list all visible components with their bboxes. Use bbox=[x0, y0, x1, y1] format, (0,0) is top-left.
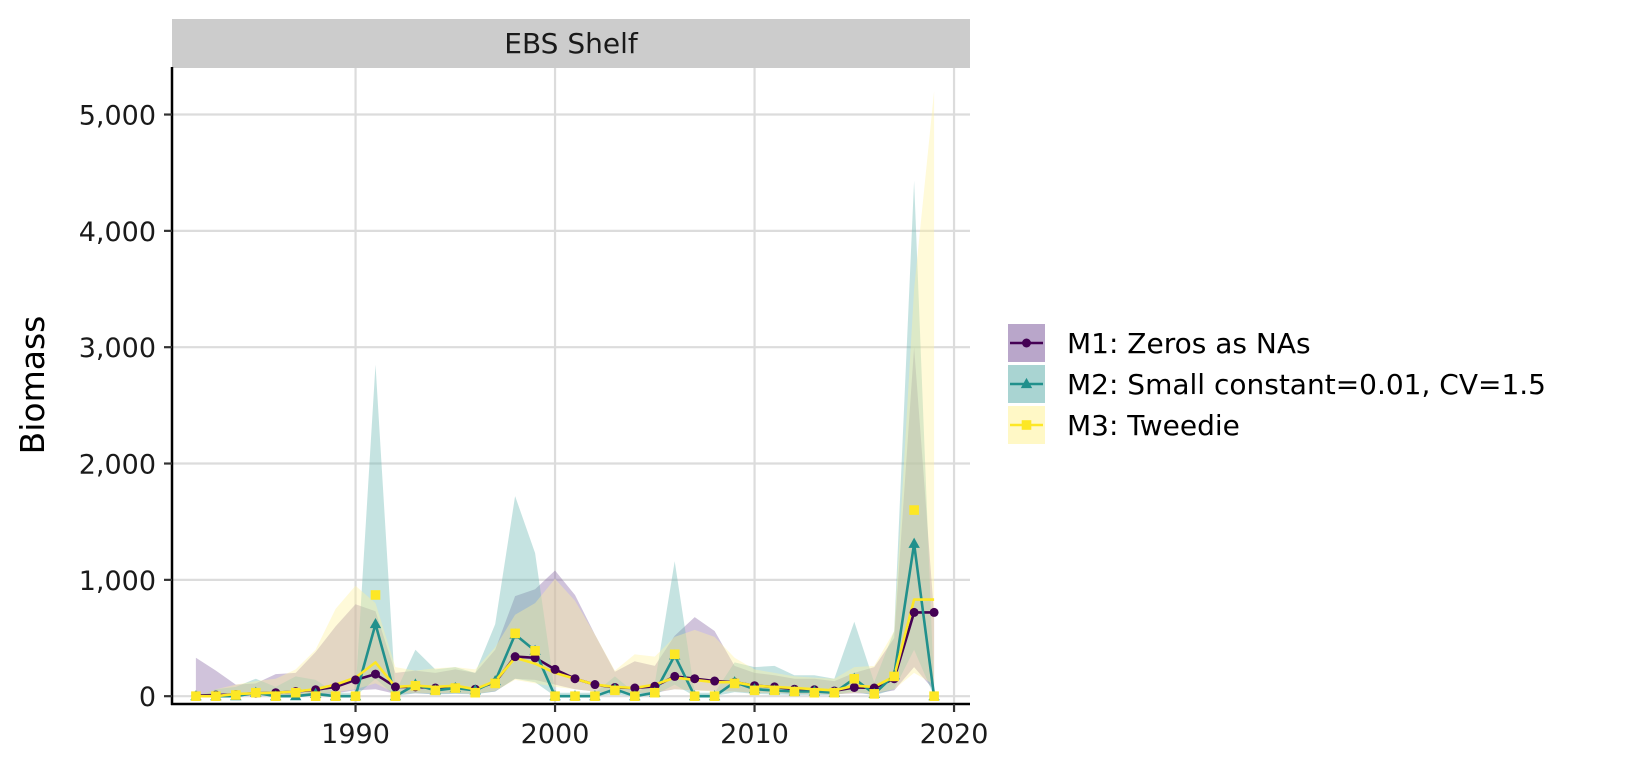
point-m3-tweedie-2007 bbox=[689, 691, 700, 701]
point-m3-tweedie-1982 bbox=[191, 691, 201, 701]
point-m3-tweedie-1985 bbox=[250, 687, 261, 698]
legend-label-m1-zeros-as-nas: M1: Zeros as NAs bbox=[1067, 327, 1311, 360]
point-m3-tweedie-2005 bbox=[649, 687, 660, 698]
point-m3-tweedie-1984 bbox=[231, 690, 241, 700]
point-m3-tweedie-2001 bbox=[570, 691, 580, 701]
legend: M1: Zeros as NAs M2: Small constant=0.01,… bbox=[1008, 324, 1546, 444]
point-m3-tweedie-2015 bbox=[849, 673, 860, 684]
y-tick-label-5000: 5,000 bbox=[79, 101, 156, 132]
point-m3-tweedie-2010 bbox=[749, 685, 760, 696]
point-m3-tweedie-1986 bbox=[270, 691, 281, 701]
point-m1-zeros-as-nas-2015 bbox=[849, 682, 859, 692]
point-m3-tweedie-2017 bbox=[889, 671, 899, 682]
point-m1-zeros-as-nas-2018 bbox=[909, 607, 919, 617]
y-tick-label-2000: 2,000 bbox=[79, 450, 156, 481]
band-m1-zeros-as-nas bbox=[195, 347, 935, 697]
point-m1-zeros-as-nas-1998 bbox=[510, 652, 520, 662]
point-m3-tweedie-2004 bbox=[630, 691, 640, 701]
x-tick-label-2010: 2010 bbox=[720, 719, 789, 750]
point-m3-tweedie-1993 bbox=[410, 680, 421, 691]
point-m1-zeros-as-nas-1992 bbox=[390, 682, 400, 692]
point-m3-tweedie-1989 bbox=[330, 691, 341, 701]
point-m1-zeros-as-nas-2002 bbox=[590, 680, 600, 690]
x-axis-ticks: 1990 2000 2010 2020 bbox=[321, 704, 988, 750]
axes bbox=[170, 67, 970, 706]
point-m2-small-constant-0-01-cv-1-5-2018 bbox=[908, 537, 920, 548]
point-m3-tweedie-1996 bbox=[470, 687, 481, 698]
facet-strip: EBS Shelf bbox=[172, 19, 970, 68]
point-m1-zeros-as-nas-2001 bbox=[570, 674, 580, 684]
y-axis-ticks: 0 1,000 2,000 3,000 4,000 5,000 bbox=[79, 101, 172, 713]
series-markers bbox=[190, 505, 940, 701]
point-m3-tweedie-2018 bbox=[909, 505, 919, 515]
point-m3-tweedie-1992 bbox=[390, 691, 401, 701]
point-m2-small-constant-0-01-cv-1-5-1991 bbox=[369, 617, 382, 629]
point-m3-tweedie-2019 bbox=[929, 691, 939, 701]
point-m3-tweedie-1999 bbox=[530, 646, 540, 656]
band-m2-small-constant-0-01-cv-1-5 bbox=[195, 180, 935, 697]
legend-key-marker-m3-tweedie bbox=[1021, 420, 1032, 430]
facet-strip-label: EBS Shelf bbox=[504, 27, 639, 60]
point-m3-tweedie-1990 bbox=[350, 691, 361, 701]
y-tick-label-1000: 1,000 bbox=[79, 566, 156, 597]
x-tick-label-1990: 1990 bbox=[321, 719, 390, 750]
legend-label-m3-tweedie: M3: Tweedie bbox=[1067, 409, 1240, 442]
point-m1-zeros-as-nas-1990 bbox=[351, 675, 361, 685]
x-tick-label-2000: 2000 bbox=[521, 719, 590, 750]
point-m3-tweedie-1995 bbox=[450, 683, 461, 693]
grid bbox=[172, 68, 970, 704]
point-m1-zeros-as-nas-2007 bbox=[690, 674, 700, 684]
point-m3-tweedie-2014 bbox=[829, 687, 840, 698]
legend-label-m2-small-constant-0-01-cv-1-5: M2: Small constant=0.01, CV=1.5 bbox=[1067, 368, 1546, 401]
y-tick-label-3000: 3,000 bbox=[79, 333, 156, 364]
point-m3-tweedie-2011 bbox=[769, 685, 780, 696]
point-m1-zeros-as-nas-2000 bbox=[550, 664, 560, 674]
point-m1-zeros-as-nas-2004 bbox=[630, 683, 640, 693]
point-m3-tweedie-2009 bbox=[729, 678, 740, 689]
point-m1-zeros-as-nas-2019 bbox=[929, 607, 939, 617]
point-m3-tweedie-2006 bbox=[669, 649, 680, 660]
y-tick-label-4000: 4,000 bbox=[79, 217, 156, 248]
y-axis-title: Biomass bbox=[13, 316, 52, 455]
point-m3-tweedie-2003 bbox=[610, 685, 620, 696]
point-m3-tweedie-1997 bbox=[490, 678, 500, 689]
x-tick-label-2020: 2020 bbox=[920, 719, 989, 750]
point-m3-tweedie-1983 bbox=[211, 691, 221, 701]
point-m3-tweedie-1998 bbox=[510, 628, 520, 639]
y-tick-label-0: 0 bbox=[139, 682, 156, 713]
point-m3-tweedie-1994 bbox=[430, 685, 441, 696]
point-m3-tweedie-2008 bbox=[709, 691, 720, 701]
point-m3-tweedie-2012 bbox=[789, 686, 800, 697]
point-m1-zeros-as-nas-2008 bbox=[710, 676, 720, 686]
point-m3-tweedie-2002 bbox=[590, 691, 600, 701]
confidence-bands bbox=[195, 91, 935, 697]
legend-key-marker-m1-zeros-as-nas bbox=[1022, 338, 1031, 348]
legend-key-marker-m2-small-constant-0-01-cv-1-5 bbox=[1020, 377, 1033, 389]
point-m3-tweedie-1988 bbox=[310, 691, 321, 701]
point-m3-tweedie-2000 bbox=[550, 691, 560, 701]
point-m3-tweedie-2013 bbox=[809, 687, 820, 698]
point-m1-zeros-as-nas-1991 bbox=[370, 669, 380, 679]
facet-strip-background bbox=[172, 19, 970, 68]
point-m1-zeros-as-nas-2006 bbox=[670, 671, 680, 681]
point-m3-tweedie-2016 bbox=[869, 689, 880, 699]
point-m3-tweedie-1991 bbox=[370, 590, 381, 600]
panel-background bbox=[172, 68, 970, 703]
point-m1-zeros-as-nas-1989 bbox=[331, 682, 341, 692]
point-m3-tweedie-1987 bbox=[290, 687, 301, 698]
